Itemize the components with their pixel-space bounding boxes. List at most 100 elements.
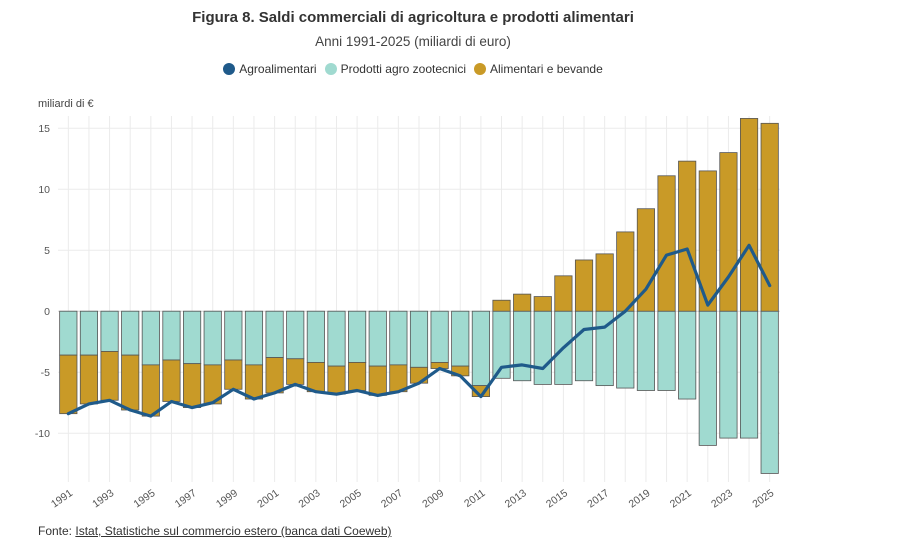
bar-prodotti-agro-zootecnici: [203, 310, 222, 366]
bar-prodotti-agro-zootecnici: [368, 310, 387, 367]
bar-alimentari-bevande: [59, 354, 78, 415]
bar-prodotti-agro-zootecnici: [389, 310, 408, 366]
bar-prodotti-agro-zootecnici: [244, 310, 264, 366]
legend: Agroalimentari Prodotti agro zootecnici …: [0, 62, 826, 76]
bar-prodotti-agro-zootecnici: [141, 310, 160, 366]
bar-prodotti-agro-zootecnici: [121, 310, 140, 356]
bar-alimentari-bevande: [678, 160, 697, 312]
bar-alimentari-bevande: [698, 170, 717, 312]
bar-alimentari-bevande: [183, 363, 202, 408]
bar-prodotti-agro-zootecnici: [657, 310, 676, 391]
bar-prodotti-agro-zootecnici: [306, 310, 325, 363]
bar-alimentari-bevande: [574, 259, 594, 312]
bar-alimentari-bevande: [265, 357, 284, 394]
x-tick-label: 1997: [173, 487, 199, 510]
bar-prodotti-agro-zootecnici: [265, 310, 284, 358]
bar-prodotti-agro-zootecnici: [409, 310, 429, 368]
bar-prodotti-agro-zootecnici: [739, 310, 759, 439]
x-tick-label: 2021: [668, 487, 694, 510]
line-agroalimentari: [66, 243, 772, 418]
bar-alimentari-bevande: [121, 354, 140, 411]
bar-prodotti-agro-zootecnici: [533, 310, 552, 385]
x-tick-label: 1991: [49, 487, 75, 510]
bar-prodotti-agro-zootecnici: [574, 310, 594, 382]
bar-alimentari-bevande: [141, 364, 160, 417]
bar-prodotti-agro-zootecnici: [678, 310, 697, 400]
x-tick-label: 2003: [296, 487, 322, 510]
x-tick-label: 2013: [503, 487, 529, 510]
bar-alimentari-bevande: [79, 354, 99, 405]
bar-alimentari-bevande: [513, 293, 532, 312]
bar-prodotti-agro-zootecnici: [471, 310, 490, 387]
bar-alimentari-bevande: [533, 296, 552, 312]
y-tick-label: -10: [35, 428, 50, 440]
bar-prodotti-agro-zootecnici: [79, 310, 99, 356]
bar-alimentari-bevande: [348, 362, 367, 391]
bar-alimentari-bevande: [760, 122, 779, 312]
y-axis-label: miliardi di €: [38, 98, 94, 110]
bar-prodotti-agro-zootecnici: [162, 310, 181, 361]
bar-prodotti-agro-zootecnici: [760, 310, 779, 474]
legend-item-agroalimentari[interactable]: Agroalimentari: [223, 62, 317, 76]
bar-alimentari-bevande: [100, 351, 119, 401]
source-note: Fonte: Istat, Statistiche sul commercio …: [38, 524, 392, 538]
x-tick-label: 2009: [420, 487, 446, 510]
x-tick-label: 2001: [255, 487, 281, 510]
x-tick-label: 2011: [462, 487, 488, 510]
source-prefix: Fonte:: [38, 524, 76, 538]
legend-label-agro-zootecnici: Prodotti agro zootecnici: [340, 62, 467, 76]
legend-item-agro-zootecnici[interactable]: Prodotti agro zootecnici: [324, 62, 467, 76]
x-tick-label: 2025: [750, 487, 776, 510]
legend-label-alimentari-bevande: Alimentari e bevande: [490, 62, 603, 76]
chart-title: Figura 8. Saldi commerciali di agricoltu…: [192, 9, 634, 26]
y-tick-label: 10: [38, 184, 50, 196]
bar-prodotti-agro-zootecnici: [719, 310, 738, 439]
bar-prodotti-agro-zootecnici: [224, 310, 243, 361]
source-link[interactable]: Istat, Statistiche sul commercio estero …: [75, 524, 392, 538]
x-tick-label: 2015: [544, 487, 570, 510]
legend-swatch-agro-zootecnici: [324, 63, 337, 75]
bar-prodotti-agro-zootecnici: [616, 310, 635, 389]
x-tick-label: 2023: [709, 487, 735, 510]
bar-prodotti-agro-zootecnici: [327, 310, 346, 367]
bar-alimentari-bevande: [244, 364, 264, 400]
x-tick-label: 2005: [338, 487, 364, 510]
bar-prodotti-agro-zootecnici: [451, 310, 470, 367]
x-tick-label: 1993: [90, 487, 116, 510]
chart-subtitle: Anni 1991-2025 (miliardi di euro): [315, 34, 511, 49]
bar-prodotti-agro-zootecnici: [698, 310, 717, 446]
y-tick-label: 0: [44, 306, 50, 318]
bar-alimentari-bevande: [306, 362, 325, 393]
bar-alimentari-bevande: [554, 275, 573, 312]
x-tick-label: 2019: [627, 487, 653, 510]
legend-label-agroalimentari: Agroalimentari: [239, 62, 317, 76]
bar-prodotti-agro-zootecnici: [348, 310, 367, 363]
bar-alimentari-bevande: [616, 231, 635, 312]
y-tick-label: -5: [41, 367, 50, 379]
bar-prodotti-agro-zootecnici: [430, 310, 449, 363]
bar-alimentari-bevande: [657, 175, 676, 312]
bar-prodotti-agro-zootecnici: [286, 310, 305, 360]
bar-alimentari-bevande: [595, 253, 614, 312]
legend-swatch-agroalimentari: [223, 63, 236, 75]
x-tick-label: 2017: [585, 487, 611, 510]
bar-prodotti-agro-zootecnici: [513, 310, 532, 382]
bar-alimentari-bevande: [286, 358, 305, 385]
bar-alimentari-bevande: [636, 208, 655, 312]
bar-alimentari-bevande: [224, 359, 243, 390]
legend-item-alimentari-bevande[interactable]: Alimentari e bevande: [474, 62, 603, 76]
bar-alimentari-bevande: [162, 359, 181, 402]
legend-swatch-alimentari-bevande: [474, 63, 487, 75]
x-tick-label: 1999: [214, 487, 240, 510]
x-tick-label: 1995: [131, 487, 157, 510]
x-tick-label: 2007: [379, 487, 405, 510]
bar-prodotti-agro-zootecnici: [100, 310, 119, 352]
bar-alimentari-bevande: [327, 365, 346, 395]
bar-alimentari-bevande: [368, 365, 387, 396]
y-tick-label: 15: [38, 123, 50, 135]
bar-prodotti-agro-zootecnici: [183, 310, 202, 365]
y-tick-label: 5: [44, 245, 50, 257]
bar-alimentari-bevande: [739, 118, 759, 312]
bar-prodotti-agro-zootecnici: [636, 310, 655, 391]
